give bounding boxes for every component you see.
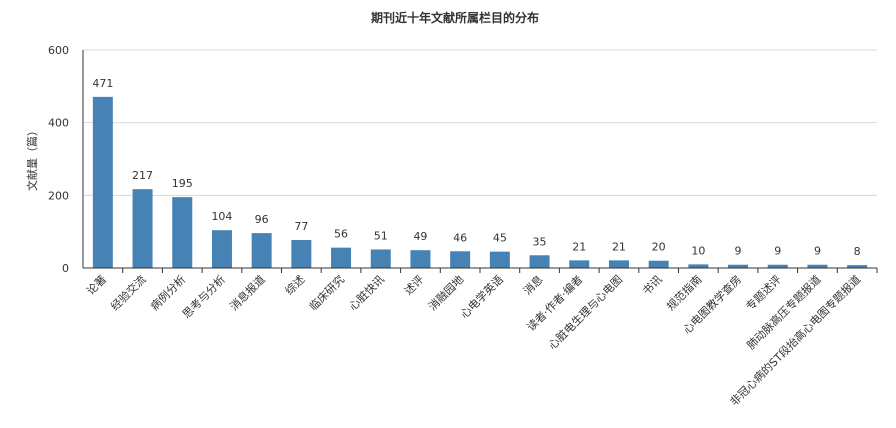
- bar: [847, 265, 868, 268]
- data-label: 9: [774, 245, 781, 258]
- bar: [648, 260, 669, 268]
- data-labels: 471 217 195 104 96 77 56 51 49 46 45 35 21 21 20 10 9 9 9 8: [92, 77, 860, 258]
- data-label: 46: [453, 231, 467, 244]
- x-tick-label: 规范指南: [663, 272, 704, 313]
- bar: [807, 264, 828, 268]
- x-tick-label: 临床研究: [306, 272, 347, 313]
- grid-lines: [83, 49, 877, 196]
- data-label: 21: [612, 240, 626, 253]
- bar: [291, 240, 312, 268]
- bar: [489, 251, 510, 268]
- data-label: 20: [652, 241, 666, 254]
- data-label: 45: [493, 232, 507, 245]
- y-axis-label: 文献量（篇）: [25, 125, 39, 191]
- bar: [410, 250, 431, 268]
- x-tick-label: 思考与分析: [179, 272, 228, 321]
- data-label: 8: [854, 245, 861, 258]
- x-tick-label: 综述: [282, 272, 307, 297]
- data-label: 77: [294, 220, 308, 233]
- x-tick-label: 心脏快讯: [347, 273, 387, 313]
- data-label: 56: [334, 228, 348, 241]
- x-tick-label: 肺动脉高压专题报道: [744, 272, 824, 352]
- chart-title: 期刊近十年文献所属栏目的分布: [371, 10, 539, 25]
- y-axis-ticks: 0 200 400 600: [48, 44, 69, 275]
- x-tick-label: 论著: [84, 272, 109, 297]
- bar: [529, 255, 550, 268]
- y-tick-label: 200: [48, 189, 69, 202]
- bar-series: [92, 96, 868, 269]
- data-label: 10: [691, 244, 705, 257]
- bar: [767, 264, 788, 268]
- bar: [331, 247, 352, 268]
- data-label: 471: [92, 77, 113, 90]
- y-tick-label: 600: [48, 44, 69, 57]
- data-label: 9: [814, 245, 821, 258]
- data-label: 96: [255, 213, 269, 226]
- data-label: 104: [211, 210, 232, 223]
- bar: [688, 264, 709, 268]
- data-label: 51: [374, 229, 388, 242]
- x-tick-label: 述评: [402, 273, 427, 298]
- x-tick-label: 消息报道: [227, 272, 268, 313]
- x-tick-label: 经验交流: [108, 272, 149, 313]
- y-tick-label: 0: [62, 262, 69, 275]
- bar: [450, 251, 471, 268]
- x-tick-label: 心电学英语: [457, 272, 506, 321]
- data-label: 217: [132, 169, 153, 182]
- data-label: 9: [735, 245, 742, 258]
- bar: [211, 230, 232, 268]
- data-label: 49: [413, 230, 427, 243]
- bar: [370, 249, 391, 268]
- bar: [251, 233, 272, 268]
- x-tick-label: 消息: [520, 272, 545, 297]
- bar: [728, 264, 749, 268]
- bar: [608, 260, 629, 268]
- x-tick-label: 病例分析: [147, 272, 188, 313]
- x-tick-label: 心脏电生理与心电图: [545, 272, 625, 352]
- data-label: 21: [572, 240, 586, 253]
- x-tick-label: 专题述评: [743, 272, 784, 313]
- bar: [92, 96, 113, 269]
- bar: [132, 189, 153, 268]
- x-tick-label: 消融园地: [425, 272, 466, 313]
- bar: [569, 260, 590, 268]
- y-tick-label: 400: [48, 117, 69, 130]
- data-label: 195: [172, 177, 193, 190]
- data-label: 35: [533, 235, 547, 248]
- x-tick-label: 书讯: [640, 273, 665, 298]
- bar: [172, 197, 193, 268]
